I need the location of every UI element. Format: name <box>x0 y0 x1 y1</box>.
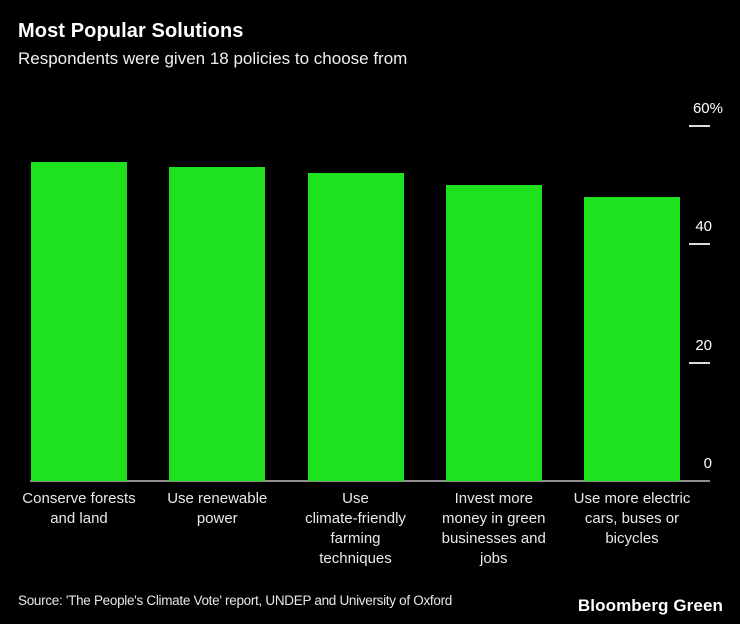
category-label-5: Use more electric cars, buses or bicycles <box>573 490 691 547</box>
x-axis-baseline <box>30 480 710 482</box>
chart-title: Most Popular Solutions <box>18 20 244 42</box>
bloomberg-green-logo: Bloomberg Green <box>577 596 723 615</box>
y-tick-mark-20 <box>689 361 710 364</box>
source-note: Source: 'The People's Climate Vote' repo… <box>18 593 452 608</box>
category-label-3: Use climate-friendly farming techniques <box>305 490 406 567</box>
category-label-1: Conserve forests and land <box>22 490 136 527</box>
y-tick-label-60: 60% <box>692 100 723 117</box>
y-tick-mark-40 <box>689 243 710 246</box>
bar-3 <box>307 173 404 481</box>
y-tick-label-40: 40 <box>695 218 712 236</box>
y-tick-mark-60 <box>689 125 710 127</box>
y-tick-label-20: 20 <box>695 336 712 354</box>
bar-2 <box>169 167 266 481</box>
bar-4 <box>445 185 542 481</box>
bar-5 <box>584 197 680 481</box>
chart-subtitle: Respondents were given 18 policies to ch… <box>18 49 408 68</box>
category-label-4: Invest more money in green businesses and j… <box>441 490 546 567</box>
category-label-2: Use renewable power <box>167 490 268 527</box>
y-tick-label-0: 0 <box>703 455 712 472</box>
bar-1 <box>31 161 127 481</box>
